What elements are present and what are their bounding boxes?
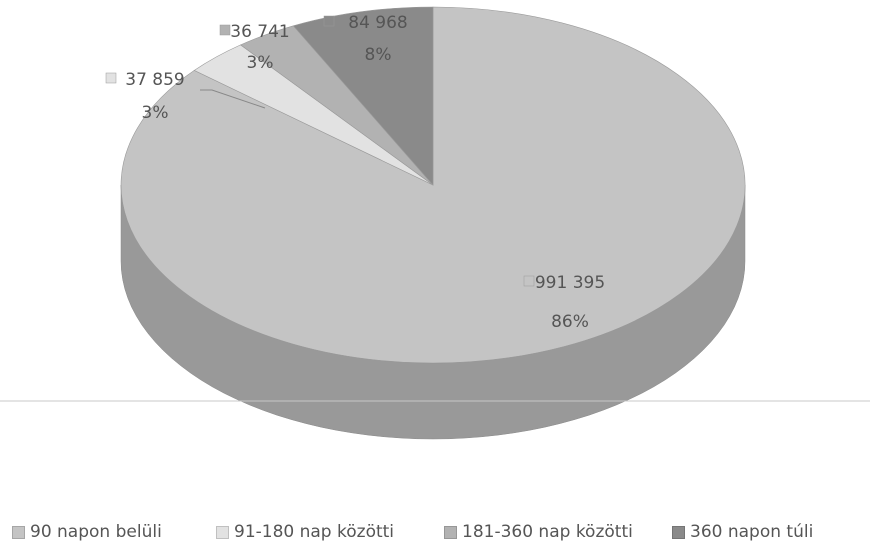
data-label-value-0: 991 395: [535, 273, 605, 293]
data-label-value-3: 84 968: [348, 13, 407, 33]
data-label-percent-2: 3%: [247, 53, 274, 73]
legend-swatch-2: [444, 525, 457, 539]
leader-line-1: [200, 89, 266, 109]
legend-swatch-1: [216, 525, 229, 539]
data-label-key-1: [105, 72, 117, 84]
data-label-value-1: 37 859: [125, 70, 184, 90]
data-label-percent-1: 3%: [142, 103, 169, 123]
data-label-percent-0: 86%: [551, 312, 589, 332]
legend-label-0: 90 napon belüli: [30, 522, 162, 542]
data-label-key-3: [323, 15, 335, 27]
pie-slice-3: [292, 6, 434, 186]
legend-swatch-3: [672, 525, 685, 539]
legend: 90 napon belüli 91-180 nap közötti 181-3…: [0, 522, 870, 546]
legend-label-3: 360 napon túli: [690, 522, 814, 542]
legend-item-1: 91-180 nap közötti: [216, 522, 394, 542]
data-label-value-2: 36 741: [230, 22, 289, 42]
legend-label-1: 91-180 nap közötti: [234, 522, 395, 542]
legend-item-2: 181-360 nap közötti: [444, 522, 633, 542]
legend-label-2: 181-360 nap közötti: [462, 522, 633, 542]
legend-item-0: 90 napon belüli: [12, 522, 162, 542]
data-label-key-0: [523, 275, 535, 287]
data-labels-group: 991 395 86% 37 859 3% 36 741 3% 84 968 8%: [105, 13, 605, 332]
data-label-percent-3: 8%: [365, 45, 392, 65]
pie-top-group: [120, 6, 746, 364]
data-label-key-2: [219, 24, 231, 36]
legend-swatch-0: [12, 525, 25, 539]
legend-item-3: 360 napon túli: [672, 522, 813, 542]
